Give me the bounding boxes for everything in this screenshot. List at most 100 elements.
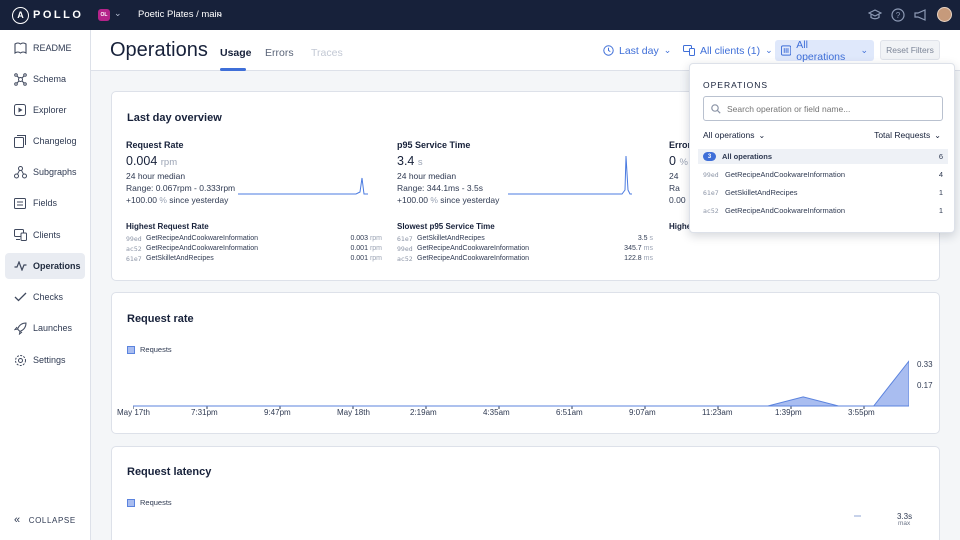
sidebar-item-changelog[interactable]: Changelog: [5, 128, 85, 154]
sidebar-item-subgraphs[interactable]: Subgraphs: [5, 159, 85, 185]
chevron-down-icon[interactable]: ⌄: [114, 8, 122, 18]
metric-change: +100.00 % since yesterday: [397, 195, 657, 205]
operation-name: All operations: [722, 152, 773, 161]
op-name: GetRecipeAndCookwareInformation: [417, 255, 530, 262]
op-value: 3.5: [637, 235, 648, 242]
metric-value: 3.4 s: [397, 154, 657, 168]
operations-type-select[interactable]: All operations ⌄: [703, 130, 765, 140]
operations-filter-button[interactable]: All operations ⌄: [775, 39, 874, 63]
collapse-button[interactable]: « COLLAPSE: [14, 514, 76, 526]
list-title: Highest Request Rate: [126, 222, 209, 231]
time-filter-button[interactable]: Last day ⌄: [597, 40, 677, 61]
apollo-logo[interactable]: A POLLO: [12, 6, 83, 24]
collapse-label: COLLAPSE: [28, 515, 76, 525]
page-header: Operations Usage Errors Traces Last day …: [91, 30, 960, 71]
operation-option[interactable]: 61e7 GetSkilletAndRecipes 1: [698, 185, 948, 200]
list-item[interactable]: 61e7 GetSkilletAndRecipes 0.001 rpm: [126, 254, 382, 264]
operations-icon: [781, 45, 792, 56]
sidebar-item-clients[interactable]: Clients: [5, 222, 85, 248]
list-item[interactable]: ac52 GetRecipeAndCookwareInformation 122.8…: [397, 254, 653, 264]
sidebar-item-launches[interactable]: Launches: [5, 315, 85, 341]
op-unit: ms: [643, 245, 653, 252]
list-title: Highe: [669, 222, 689, 231]
sidebar-item-readme[interactable]: README: [5, 35, 85, 61]
series-area-requests: [133, 360, 909, 407]
tab-usage[interactable]: Usage: [220, 47, 252, 59]
op-unit: s: [649, 235, 654, 242]
megaphone-icon[interactable]: [914, 8, 928, 22]
metric-range: Ra: [669, 183, 680, 193]
chevron-down-icon: ⌄: [663, 45, 672, 55]
user-avatar[interactable]: [937, 7, 952, 22]
operation-name: GetRecipeAndCookwareInformation: [725, 206, 846, 215]
op-name: GetRecipeAndCookwareInformation: [146, 235, 259, 242]
time-filter-label: Last day: [619, 44, 659, 57]
sidebar-item-checks[interactable]: Checks: [5, 284, 85, 310]
legend-label: Requests: [140, 345, 172, 354]
sidebar-item-label: Changelog: [33, 136, 77, 146]
graduation-icon[interactable]: [868, 8, 882, 22]
sidebar-item-label: Schema: [33, 74, 67, 84]
search-icon: [711, 103, 721, 114]
metric-median-label: 24 hour median: [126, 171, 186, 181]
operation-count: 1: [938, 206, 943, 215]
clients-filter-label: All clients (1): [700, 44, 761, 57]
help-icon[interactable]: ?: [891, 7, 905, 22]
org-badge[interactable]: OL: [98, 9, 110, 21]
metric-unit: rpm: [160, 157, 178, 168]
sidebar-item-label: README: [33, 43, 72, 53]
sidebar-item-label: Subgraphs: [33, 167, 77, 177]
list-item[interactable]: 61e7 GetSkilletAndRecipes 3.5 s: [397, 234, 653, 244]
operation-option[interactable]: ac52 GetRecipeAndCookwareInformation 1: [698, 203, 948, 218]
chevron-down-icon: ⌄: [765, 45, 773, 55]
search-input[interactable]: [727, 103, 927, 114]
reset-filters-button[interactable]: Reset Filters: [880, 40, 940, 60]
tab-traces[interactable]: Traces: [311, 47, 343, 59]
metric-value-number: 0: [669, 154, 676, 168]
metric-change: +100.00 % since yesterday: [126, 195, 386, 205]
request-rate-sparkline: [238, 177, 368, 195]
metric-change: 0.00: [669, 195, 686, 205]
operation-option[interactable]: 99ed GetRecipeAndCookwareInformation 4: [698, 167, 948, 182]
clients-filter-button[interactable]: All clients (1) ⌄: [677, 40, 779, 61]
op-unit: rpm: [369, 255, 382, 262]
op-value: 0.001: [350, 255, 368, 262]
sidebar-item-fields[interactable]: Fields: [5, 190, 85, 216]
sidebar-item-operations[interactable]: Operations: [5, 253, 85, 279]
operation-hash: 99ed: [703, 170, 719, 179]
op-value: 122.8: [624, 255, 642, 262]
graph-name[interactable]: Poetic Plates / main: [138, 9, 222, 20]
sidebar-item-label: Settings: [33, 355, 66, 365]
metric-range: Range: 344.1ms - 3.5s: [397, 183, 483, 193]
list-item[interactable]: 99ed GetRecipeAndCookwareInformation 345.7…: [397, 244, 653, 254]
legend-swatch: [127, 498, 135, 507]
request-rate-card: Request rate: [111, 292, 940, 434]
chevron-down-icon: ⌄: [934, 130, 941, 140]
op-hash: 99ed: [397, 245, 413, 253]
op-name: GetSkilletAndRecipes: [417, 235, 485, 242]
x-tick-label: May 18th: [337, 408, 370, 417]
operations-dropdown: OPERATIONS All operations ⌄ Total Reques…: [689, 63, 955, 233]
operation-name: GetRecipeAndCookwareInformation: [725, 170, 846, 179]
schema-icon: [13, 72, 27, 86]
y-tick-label: 0.33: [917, 360, 933, 369]
chevron-down-icon[interactable]: ⌄: [216, 8, 224, 18]
sort-select[interactable]: Total Requests ⌄: [874, 130, 941, 140]
tab-errors[interactable]: Errors: [265, 47, 294, 59]
active-tab-indicator: [220, 68, 246, 71]
metric-median-label: 24 hour median: [397, 171, 457, 181]
change-suffix: since yesterday: [440, 195, 500, 205]
sidebar-item-settings[interactable]: Settings: [5, 347, 85, 373]
list-item[interactable]: ac52 GetRecipeAndCookwareInformation 0.001…: [126, 244, 382, 254]
y-tick-label: 0.17: [917, 381, 933, 390]
list-item[interactable]: 99ed GetRecipeAndCookwareInformation 0.003…: [126, 234, 382, 244]
operation-count: 6: [938, 152, 943, 161]
operation-search[interactable]: [703, 96, 943, 121]
svg-text:?: ?: [896, 11, 901, 20]
sidebar-item-schema[interactable]: Schema: [5, 66, 85, 92]
operation-option-all[interactable]: 3 All operations 6: [698, 149, 948, 164]
chevron-down-icon: ⌄: [860, 45, 868, 55]
metric-p95-service-time: p95 Service Time 3.4 s 24 hour median Ra…: [397, 140, 657, 205]
x-tick-label: 9:47pm: [264, 408, 291, 417]
sidebar-item-explorer[interactable]: Explorer: [5, 97, 85, 123]
